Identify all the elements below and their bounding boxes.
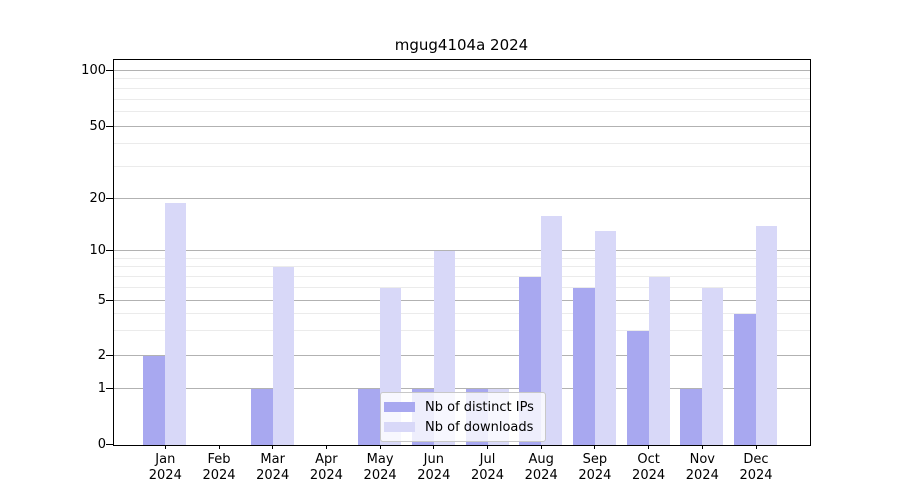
y-tick-mark-100 [106,69,113,71]
x-tick-mark-dec [755,445,757,449]
x-tick-label-apr: Apr 2024 [309,452,343,483]
bar-nb-of-downloads-nov [702,287,724,445]
bar-nb-of-distinct-ips-jan [143,355,166,445]
y-tick-mark-0 [106,444,113,445]
y-tick-mark-1 [106,387,113,389]
bar-nb-of-distinct-ips-may [358,388,381,445]
bar-nb-of-distinct-ips-dec [734,314,756,445]
y-tick-label-10: 10 [89,243,106,258]
gridline-major-20 [114,198,810,200]
x-tick-label-jan: Jan 2024 [148,452,182,483]
legend-label-distinct-ips: Nb of distinct IPs [425,399,534,415]
gridline-minor-3 [114,330,810,332]
x-tick-label-oct: Oct 2024 [632,452,666,483]
plot-area [113,59,811,446]
gridline-minor-9 [114,257,810,259]
gridline-minor-60 [114,110,810,112]
x-tick-mark-apr [325,445,327,449]
y-tick-mark-2 [106,354,113,356]
gridline-minor-40 [114,143,810,145]
x-tick-label-may: May 2024 [363,452,397,483]
x-tick-mark-jun [433,445,435,449]
x-tick-mark-nov [701,445,703,449]
bar-nb-of-downloads-dec [756,225,777,445]
y-tick-mark-5 [106,299,113,301]
gridline-minor-80 [114,87,810,89]
y-tick-label-50: 50 [89,118,106,134]
bar-nb-of-downloads-aug [541,215,563,445]
y-tick-label-2: 2 [97,347,106,363]
legend-item-distinct-ips: Nb of distinct IPs [384,397,539,417]
legend-item-downloads: Nb of downloads [384,417,539,437]
legend-label-downloads: Nb of downloads [425,419,534,435]
gridline-major-100 [114,69,810,71]
y-tick-mark-50 [106,125,113,127]
gridline-major-10 [114,250,810,251]
gridline-minor-8 [114,266,810,267]
gridline-minor-90 [114,78,810,80]
x-tick-mark-jul [487,445,488,449]
legend-swatch-downloads [384,422,415,432]
x-tick-label-sep: Sep 2024 [578,452,612,483]
gridline-minor-30 [114,166,810,167]
y-tick-label-5: 5 [97,292,106,308]
gridline-major-50 [114,125,810,127]
y-tick-label-1: 1 [97,380,106,396]
x-tick-label-dec: Dec 2024 [739,452,773,483]
x-tick-mark-may [379,445,381,449]
y-tick-mark-10 [106,250,113,251]
x-tick-label-jun: Jun 2024 [417,452,451,483]
x-tick-mark-jan [164,445,166,449]
x-tick-label-nov: Nov 2024 [685,452,719,483]
gridline-major-1 [114,387,810,389]
legend-swatch-distinct-ips [384,402,415,412]
gridline-minor-7 [114,275,810,277]
bar-nb-of-downloads-mar [272,267,294,445]
legend: Nb of distinct IPs Nb of downloads [380,392,546,442]
gridline-major-5 [114,299,810,301]
x-tick-mark-oct [648,445,650,449]
x-tick-label-feb: Feb 2024 [202,452,236,483]
bar-nb-of-distinct-ips-sep [572,287,595,445]
bar-nb-of-distinct-ips-mar [250,388,273,445]
y-tick-label-100: 100 [81,62,106,78]
bar-nb-of-distinct-ips-oct [626,331,649,445]
gridline-minor-70 [114,98,810,100]
gridline-minor-6 [114,286,810,288]
x-tick-label-aug: Aug 2024 [524,452,558,483]
gridline-minor-4 [114,313,810,315]
bar-nb-of-downloads-sep [594,231,616,445]
chart-title: mgug4104a 2024 [394,36,529,54]
bar-nb-of-distinct-ips-nov [680,388,703,445]
x-tick-label-mar: Mar 2024 [256,452,290,483]
y-tick-label-20: 20 [89,191,106,207]
x-tick-mark-sep [594,445,596,449]
x-tick-mark-aug [540,445,542,449]
x-tick-mark-feb [218,445,220,449]
y-tick-mark-20 [106,198,113,200]
bar-nb-of-downloads-jan [165,202,187,445]
y-tick-label-0: 0 [97,437,106,452]
x-tick-mark-mar [272,445,274,449]
bar-nb-of-downloads-oct [648,276,670,445]
x-tick-label-jul: Jul 2024 [470,452,505,483]
gridline-major-2 [114,354,810,356]
